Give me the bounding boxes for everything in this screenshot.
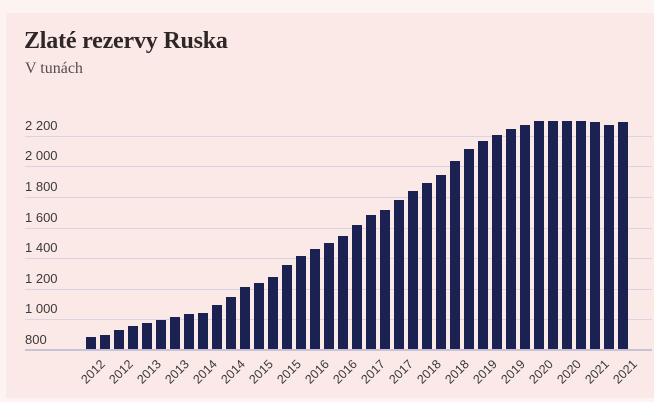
x-tick-label: 2020 — [526, 357, 556, 387]
bar — [548, 120, 558, 350]
bar — [324, 243, 334, 350]
x-tick-label: 2019 — [498, 357, 528, 387]
bar — [114, 329, 124, 350]
x-tick-label: 2021 — [610, 357, 640, 387]
x-tick-label: 2014 — [190, 357, 220, 387]
bar — [604, 125, 614, 350]
y-gridline — [25, 227, 652, 229]
bar — [422, 183, 432, 350]
x-tick-label: 2018 — [414, 357, 444, 387]
y-gridline — [25, 135, 652, 137]
bar — [562, 120, 572, 350]
bar — [394, 200, 404, 350]
bar — [506, 129, 516, 350]
x-tick-label: 2017 — [358, 357, 388, 387]
bar — [310, 248, 320, 350]
y-tick-label: 1 000 — [25, 301, 58, 317]
bar — [478, 140, 488, 350]
y-tick-label: 2 000 — [25, 148, 58, 164]
bar — [380, 209, 390, 350]
bar — [464, 149, 474, 350]
x-tick-label: 2012 — [78, 357, 108, 387]
x-tick-label: 2021 — [582, 357, 612, 387]
bar — [128, 325, 138, 350]
bar — [198, 313, 208, 350]
x-tick-label: 2013 — [134, 357, 164, 387]
x-tick-label: 2020 — [554, 357, 584, 387]
y-gridline — [25, 166, 652, 168]
bar — [226, 296, 236, 350]
bar — [184, 313, 194, 350]
bar — [520, 124, 530, 350]
y-tick-label: 800 — [25, 331, 47, 347]
bar — [100, 335, 110, 350]
x-tick-label: 2019 — [470, 357, 500, 387]
x-tick-label: 2014 — [218, 357, 248, 387]
bar — [296, 255, 306, 350]
y-tick-label: 1 400 — [25, 240, 58, 256]
bar — [534, 120, 544, 350]
x-tick-label: 2015 — [246, 357, 276, 387]
bar — [352, 225, 362, 350]
bar — [170, 316, 180, 350]
bar — [590, 121, 600, 350]
x-tick-label: 2013 — [162, 357, 192, 387]
x-axis-line — [25, 348, 652, 351]
x-tick-label: 2012 — [106, 357, 136, 387]
x-tick-label: 2018 — [442, 357, 472, 387]
y-gridline — [25, 196, 652, 198]
chart-title: Zlaté rezervy Ruska — [24, 28, 228, 54]
bar — [450, 160, 460, 350]
bar — [338, 236, 348, 350]
chart-subtitle-unit: V tunách — [25, 60, 83, 77]
x-tick-label: 2017 — [386, 357, 416, 387]
bar — [240, 287, 250, 350]
bar — [282, 265, 292, 350]
x-tick-label: 2016 — [302, 357, 332, 387]
y-tick-label: 1 600 — [25, 209, 58, 225]
bar — [576, 120, 586, 350]
bar — [156, 319, 166, 350]
x-tick-label: 2016 — [330, 357, 360, 387]
bar — [408, 191, 418, 350]
y-tick-label: 1 800 — [25, 178, 58, 194]
bar — [142, 322, 152, 350]
bar — [86, 337, 96, 350]
y-tick-label: 2 200 — [25, 117, 58, 133]
bar — [212, 304, 222, 350]
x-tick-label: 2015 — [274, 357, 304, 387]
y-tick-label: 1 200 — [25, 270, 58, 286]
bar — [492, 134, 502, 350]
bar — [366, 215, 376, 350]
bar — [436, 174, 446, 350]
bar — [618, 121, 628, 350]
bar — [254, 282, 264, 350]
bar — [268, 277, 278, 350]
